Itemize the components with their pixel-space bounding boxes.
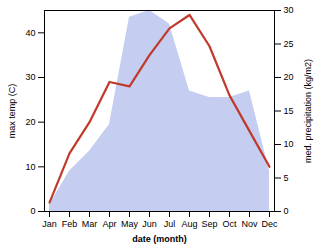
svg-text:25: 25 [284, 39, 294, 49]
svg-text:Feb: Feb [62, 219, 78, 229]
svg-text:10: 10 [25, 162, 35, 172]
svg-text:0: 0 [30, 206, 35, 216]
svg-text:20: 20 [284, 72, 294, 82]
svg-text:med. precipitation (kg/m2): med. precipitation (kg/m2) [303, 59, 313, 163]
svg-text:Sep: Sep [201, 219, 217, 229]
svg-text:Dec: Dec [261, 219, 278, 229]
svg-text:max temp (C): max temp (C) [7, 84, 17, 139]
svg-text:May: May [121, 219, 139, 229]
svg-text:5: 5 [284, 173, 289, 183]
svg-text:Aug: Aug [181, 219, 197, 229]
svg-text:15: 15 [284, 106, 294, 116]
svg-text:Jun: Jun [142, 219, 157, 229]
svg-text:Apr: Apr [102, 219, 116, 229]
svg-text:0: 0 [284, 206, 289, 216]
svg-text:30: 30 [284, 5, 294, 15]
svg-text:date (month): date (month) [132, 234, 187, 244]
svg-text:10: 10 [284, 139, 294, 149]
svg-text:Jul: Jul [164, 219, 176, 229]
svg-text:Nov: Nov [241, 219, 258, 229]
svg-text:Mar: Mar [82, 219, 98, 229]
svg-text:Jan: Jan [42, 219, 57, 229]
svg-text:40: 40 [25, 28, 35, 38]
svg-text:30: 30 [25, 72, 35, 82]
svg-text:Oct: Oct [222, 219, 237, 229]
svg-text:20: 20 [25, 117, 35, 127]
